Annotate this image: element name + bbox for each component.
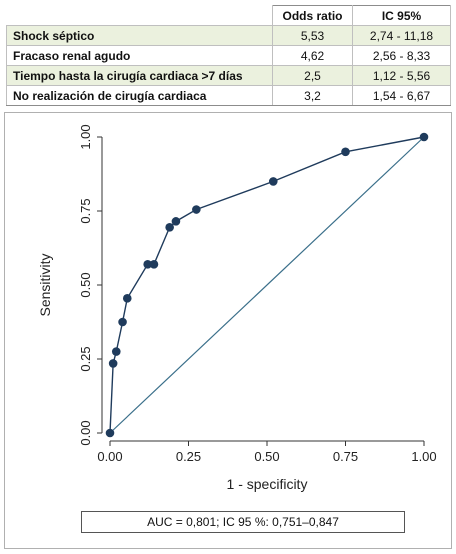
table-header-row: Odds ratio IC 95% — [6, 5, 451, 26]
roc-chart: Sensitivity 1 - specificity 0.00 0.00 0.25… — [37, 124, 437, 492]
x-tick-label: 0.00 — [97, 449, 122, 464]
roc-point — [118, 317, 127, 327]
row-factor: Shock séptico — [6, 25, 273, 46]
y-tick-label: 0.50 — [78, 272, 93, 297]
y-axis-title: Sensitivity — [37, 253, 53, 316]
odds-ratio-table: Odds ratio IC 95% Shock séptico 5,53 2,7… — [6, 5, 451, 106]
x-tick-label: 0.75 — [333, 449, 358, 464]
roc-point — [341, 147, 350, 157]
table-row: Shock séptico 5,53 2,74 - 11,18 — [6, 25, 451, 46]
header-ci: IC 95% — [352, 5, 451, 26]
reference-diagonal-line — [109, 136, 425, 434]
x-axis-title: 1 - specificity — [227, 476, 308, 492]
roc-point — [149, 259, 159, 269]
row-ci: 2,56 - 8,33 — [352, 45, 451, 66]
row-factor: Tiempo hasta la cirugía cardiaca >7 días — [6, 65, 273, 86]
table-row: Fracaso renal agudo 4,62 2,56 - 8,33 — [6, 45, 451, 66]
row-ci: 1,54 - 6,67 — [352, 85, 451, 106]
roc-point — [105, 428, 115, 438]
roc-chart-panel: Sensitivity 1 - specificity 0.00 0.00 0.25… — [4, 112, 452, 549]
row-odds-ratio: 5,53 — [272, 25, 353, 46]
y-tick-label: 0.00 — [78, 420, 93, 445]
y-tick-label: 0.25 — [78, 346, 93, 371]
row-ci: 1,12 - 5,56 — [352, 65, 451, 86]
roc-point — [192, 205, 201, 214]
roc-point — [108, 359, 118, 368]
x-tick-label: 0.25 — [176, 449, 201, 464]
row-ci: 2,74 - 11,18 — [352, 25, 451, 46]
roc-point — [111, 347, 121, 356]
roc-point — [122, 294, 132, 303]
roc-point — [165, 222, 174, 232]
roc-point — [268, 177, 278, 186]
auc-annotation: AUC = 0,801; IC 95 %: 0,751–0,847 — [81, 511, 405, 533]
header-odds-ratio: Odds ratio — [272, 5, 353, 26]
table-row: No realización de cirugía cardiaca 3,2 1… — [6, 85, 451, 106]
y-tick-label: 0.75 — [78, 198, 93, 223]
y-tick-label: 1.00 — [78, 124, 93, 149]
x-tick-label: 0.50 — [254, 449, 279, 464]
row-odds-ratio: 2,5 — [272, 65, 353, 86]
x-tick-label: 1.00 — [411, 449, 436, 464]
roc-point — [171, 217, 181, 226]
roc-point — [143, 259, 152, 269]
header-factor — [6, 5, 273, 26]
row-odds-ratio: 3,2 — [272, 85, 353, 106]
roc-point — [419, 132, 429, 142]
row-factor: Fracaso renal agudo — [6, 45, 273, 66]
row-odds-ratio: 4,62 — [272, 45, 353, 66]
table-row: Tiempo hasta la cirugía cardiaca >7 días… — [6, 65, 451, 86]
row-factor: No realización de cirugía cardiaca — [6, 85, 273, 106]
